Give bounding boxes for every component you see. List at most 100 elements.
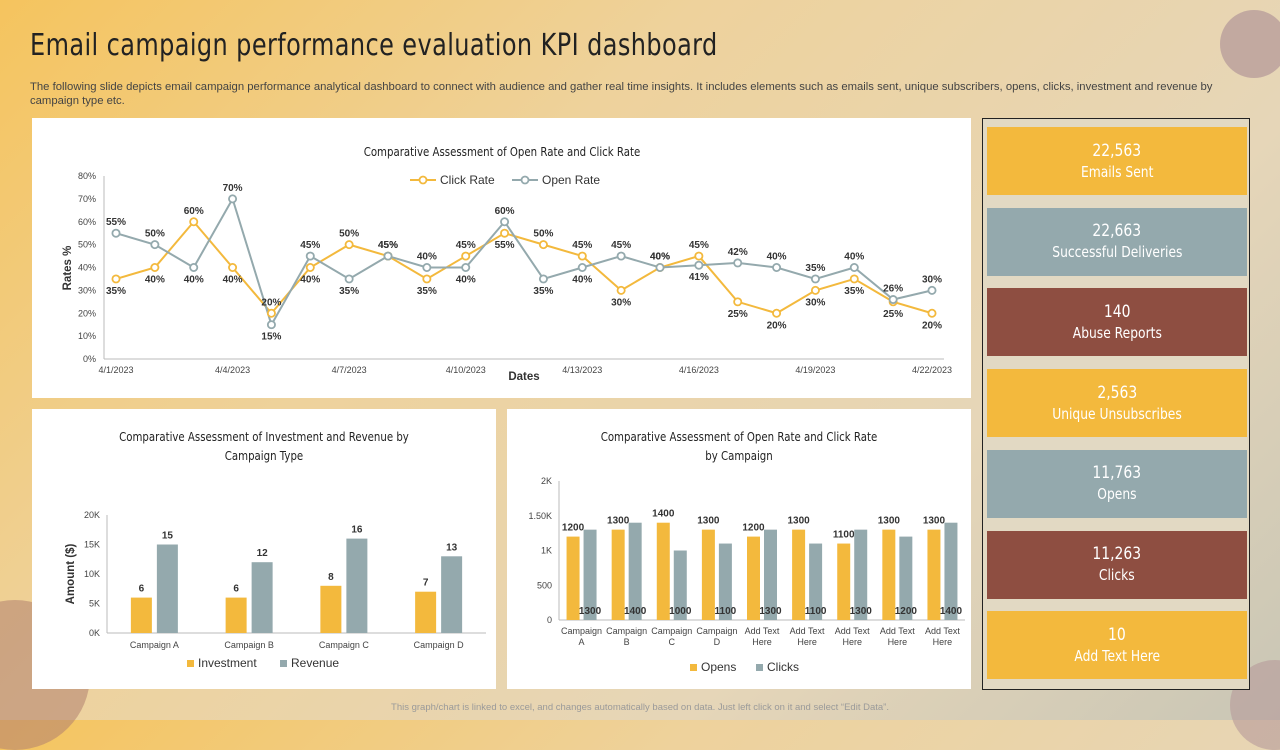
data-label: 55%	[106, 217, 126, 228]
kpi-value: 22,563	[1092, 140, 1142, 161]
y-tick-label: 30%	[78, 285, 96, 295]
y-tick-label: 2K	[541, 476, 552, 486]
data-label: 40%	[572, 275, 592, 286]
kpi-column: 22,563 Emails Sent 22,663 Successful Del…	[982, 118, 1250, 690]
data-label: 45%	[300, 240, 320, 251]
data-label: 35%	[339, 286, 359, 297]
data-point	[383, 251, 393, 261]
data-point	[927, 308, 937, 318]
kpi-value: 11,763	[1092, 463, 1142, 484]
data-point	[849, 262, 859, 272]
data-point	[694, 260, 704, 270]
x-tick-label: Campaign A	[130, 640, 179, 650]
data-point	[849, 274, 859, 284]
legend-label: Investment	[198, 656, 257, 670]
bar	[415, 591, 437, 633]
kpi-value: 140	[1103, 301, 1131, 322]
y-tick-label: 15K	[84, 540, 100, 550]
data-label: 70%	[223, 183, 243, 194]
bar	[130, 597, 152, 633]
data-label: 30%	[922, 274, 942, 285]
bar	[583, 529, 597, 620]
chart-title: Campaign Type	[225, 449, 304, 463]
y-tick-label: 10K	[84, 569, 100, 579]
data-label: 40%	[184, 275, 204, 286]
kpi-card-unique-unsubscribes: 2,563 Unique Unsubscribes	[987, 369, 1247, 438]
data-label: 35%	[844, 286, 864, 297]
x-tick-label: Here	[888, 637, 908, 647]
data-label: 1100	[715, 606, 737, 617]
x-tick-label: Add Text	[880, 626, 915, 636]
investment-revenue-bar-chart[interactable]: Comparative Assessment of Investment and…	[32, 409, 496, 689]
x-tick-label: Campaign	[606, 626, 647, 636]
kpi-label: Emails Sent	[1080, 162, 1154, 181]
data-point	[150, 262, 160, 272]
data-label: 35%	[106, 286, 126, 297]
kpi-card-abuse-reports: 140 Abuse Reports	[987, 288, 1247, 357]
bar	[225, 597, 247, 633]
data-point	[344, 274, 354, 284]
data-label: 40%	[300, 275, 320, 286]
data-label: 50%	[533, 229, 553, 240]
data-label: 45%	[572, 240, 592, 251]
y-tick-label: 0K	[89, 628, 100, 638]
chart-title: Comparative Assessment of Open Rate and …	[364, 145, 641, 159]
data-label: 20%	[922, 320, 942, 331]
series-line-0	[115, 220, 933, 315]
y-tick-label: 0	[547, 615, 552, 625]
opens-clicks-bar-chart[interactable]: Comparative Assessment of Open Rate and …	[507, 409, 971, 689]
legend-label: Click Rate	[440, 173, 495, 187]
data-point	[616, 285, 626, 295]
x-tick-label: Here	[752, 637, 772, 647]
data-label: 1000	[669, 606, 692, 617]
data-label: 45%	[456, 240, 476, 251]
data-label: 15%	[261, 332, 281, 343]
bar	[346, 538, 368, 633]
footer-note: This graph/chart is linked to excel, and…	[391, 702, 889, 713]
data-point	[772, 308, 782, 318]
data-label: 25%	[728, 309, 748, 320]
data-point	[111, 274, 121, 284]
kpi-label: Add Text Here	[1074, 646, 1160, 665]
data-label: 25%	[883, 309, 903, 320]
x-tick-label: 4/10/2023	[446, 365, 486, 375]
data-point	[111, 228, 121, 238]
data-point	[888, 295, 898, 305]
y-tick-label: 50%	[78, 240, 96, 250]
data-label: 1300	[787, 516, 810, 527]
kpi-value: 2,563	[1097, 382, 1137, 403]
data-label: 30%	[611, 297, 631, 308]
data-label: 60%	[495, 206, 515, 217]
x-tick-label: Add Text	[790, 626, 825, 636]
data-label: 40%	[145, 275, 165, 286]
kpi-value: 22,663	[1092, 221, 1142, 242]
data-label: 35%	[805, 263, 825, 274]
data-label: 1400	[652, 509, 675, 520]
kpi-card-emails-sent: 22,563 Emails Sent	[987, 127, 1247, 195]
data-point	[694, 251, 704, 261]
x-tick-label: Campaign	[696, 626, 737, 636]
x-tick-label: Add Text	[925, 626, 960, 636]
data-point	[500, 217, 510, 227]
bar	[854, 529, 868, 620]
x-tick-label: C	[669, 637, 676, 647]
legend-label: Open Rate	[542, 173, 600, 187]
y-tick-label: 0%	[83, 354, 96, 364]
data-label: 1200	[562, 523, 585, 534]
bar	[701, 529, 715, 620]
y-tick-label: 40%	[78, 263, 96, 273]
data-label: 40%	[456, 275, 476, 286]
data-label: 13	[446, 542, 458, 553]
rates-line-chart[interactable]: Comparative Assessment of Open Rate and …	[32, 118, 971, 398]
bar	[944, 522, 958, 620]
kpi-card-opens: 11,763 Opens	[987, 449, 1247, 518]
kpi-card-clicks: 11,263 Clicks	[987, 530, 1247, 599]
page-subtitle: The following slide depicts email campai…	[30, 81, 1213, 107]
data-point	[538, 240, 548, 250]
data-point	[150, 240, 160, 250]
bar	[718, 543, 732, 620]
data-point	[422, 262, 432, 272]
data-point	[461, 262, 471, 272]
x-tick-label: Here	[933, 637, 953, 647]
bar	[320, 585, 342, 633]
